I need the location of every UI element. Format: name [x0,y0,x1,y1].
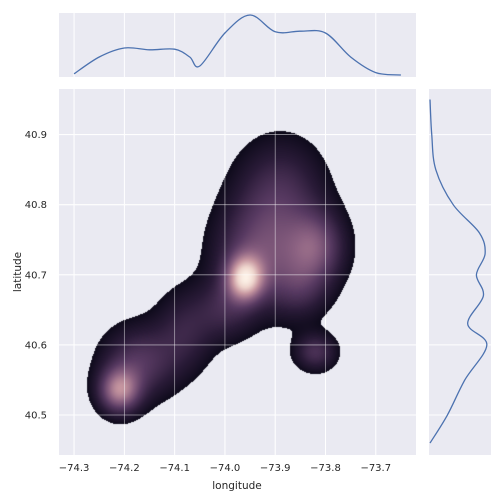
top-marginal-panel [59,13,416,77]
x-tick-label: −73.7 [360,463,391,474]
x-tick-label: −73.8 [310,463,341,474]
x-tick-labels: −74.3 −74.2 −74.1 −74.0 −73.9 −73.8 −73.7 [59,463,391,474]
y-axis-label: latitude [12,252,24,292]
x-axis-label: longitude [212,480,261,492]
x-tick-label: −74.2 [109,463,140,474]
y-tick-labels: 40.5 40.6 40.7 40.8 40.9 [25,130,47,421]
x-tick-label: −74.0 [210,463,241,474]
kde-density-heatmap [59,89,416,455]
right-marginal-panel [429,89,491,455]
x-tick-label: −74.1 [159,463,190,474]
x-tick-label: −73.9 [260,463,291,474]
y-tick-label: 40.7 [25,270,47,281]
y-tick-label: 40.6 [25,340,47,351]
right-marginal-kde-line [429,99,488,444]
y-tick-label: 40.5 [25,411,47,422]
y-tick-label: 40.8 [25,200,47,211]
y-tick-label: 40.9 [25,130,47,141]
right-marginal-grid [429,134,491,416]
top-marginal-grid [73,13,377,77]
main-grid-overlay [59,89,416,455]
top-marginal-kde-line [73,14,401,76]
x-tick-label: −74.3 [59,463,90,474]
